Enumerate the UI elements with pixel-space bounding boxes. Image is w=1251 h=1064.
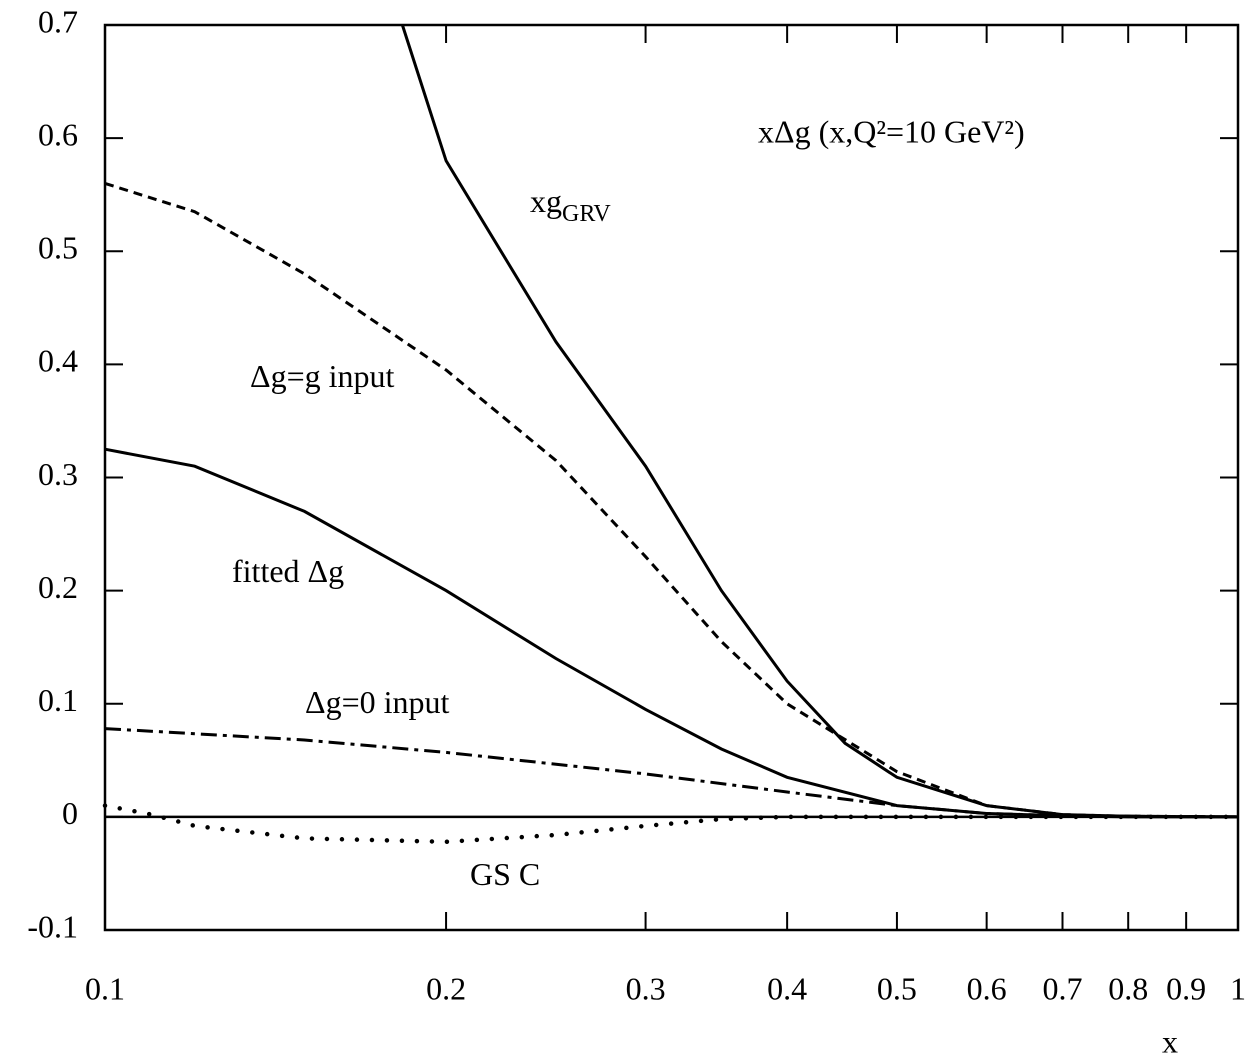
- x-tick-label: 0.6: [967, 970, 1007, 1006]
- y-tick-label: 0.1: [38, 682, 78, 718]
- series-line: [104, 727, 1239, 819]
- x-tick-label: 0.2: [426, 970, 466, 1006]
- x-tick-label: 0.7: [1042, 970, 1082, 1006]
- plot-frame: [103, 23, 1240, 932]
- series-label-text: fitted Δg: [232, 553, 344, 589]
- y-tick-label: 0.5: [38, 230, 78, 266]
- series-label: GS C: [470, 856, 540, 892]
- series-line: [102, 803, 1241, 845]
- x-tick-label: 0.5: [877, 970, 917, 1006]
- series-label-subscript: GRV: [562, 201, 611, 227]
- y-tick-label: 0.7: [38, 3, 78, 39]
- x-tick-label: 0.8: [1108, 970, 1148, 1006]
- series-label-text: xg: [530, 183, 562, 219]
- series-label-text: GS C: [470, 856, 540, 892]
- series-label-text: Δg=g input: [250, 358, 395, 394]
- x-tick-label: 0.1: [85, 970, 125, 1006]
- y-tick-label: 0.4: [38, 343, 78, 379]
- series-line: [104, 447, 1238, 819]
- series-label: Δg=0 input: [305, 684, 450, 720]
- x-tick-label: 0.9: [1166, 970, 1206, 1006]
- x-tick-label: 0.4: [767, 970, 807, 1006]
- y-tick-label: 0.2: [38, 569, 78, 605]
- series-label: xgGRV: [530, 183, 611, 226]
- series-label: Δg=g input: [250, 358, 395, 394]
- x-tick-label: 0.3: [626, 970, 666, 1006]
- series-label: fitted Δg: [232, 553, 344, 589]
- y-tick-label: -0.1: [27, 908, 78, 944]
- y-tick-label: 0.3: [38, 456, 78, 492]
- series-label-text: Δg=0 input: [305, 684, 450, 720]
- y-tick-label: 0: [62, 795, 78, 831]
- chart-title: xΔg (x,Q²=10 GeV²): [758, 113, 1025, 149]
- x-tick-label: 1: [1230, 970, 1246, 1006]
- y-tick-label: 0.6: [38, 116, 78, 152]
- x-axis-label: x: [1162, 1023, 1178, 1059]
